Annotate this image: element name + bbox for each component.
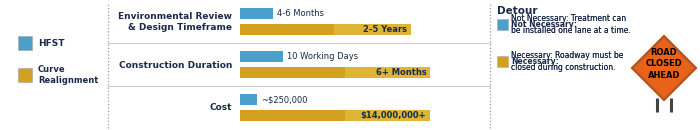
Polygon shape [634,38,694,98]
Text: Necessary: Roadway must be
closed during construction.: Necessary: Roadway must be closed during… [511,51,624,72]
FancyBboxPatch shape [240,94,257,105]
FancyBboxPatch shape [18,36,32,50]
Text: Cost: Cost [209,103,232,112]
Text: Necessary: Roadway must be
closed during construction.: Necessary: Roadway must be closed during… [511,51,624,72]
FancyBboxPatch shape [240,24,412,35]
Text: Not Necessary: Treatment can
be installed one lane at a time.: Not Necessary: Treatment can be installe… [511,14,631,35]
Text: HFST: HFST [38,38,64,47]
Text: Environmental Review
& Design Timeframe: Environmental Review & Design Timeframe [118,12,232,32]
FancyBboxPatch shape [497,56,508,67]
Text: Detour: Detour [497,6,538,16]
FancyBboxPatch shape [497,19,508,30]
Text: Construction Duration: Construction Duration [118,60,232,70]
Text: 4-6 Months: 4-6 Months [277,9,324,18]
Text: 2-5 Years: 2-5 Years [363,25,407,34]
FancyBboxPatch shape [240,110,430,121]
FancyBboxPatch shape [334,24,412,35]
Text: Not Necessary: Treatment can
be installed one lane at a time.: Not Necessary: Treatment can be installe… [511,14,631,35]
FancyBboxPatch shape [344,110,430,121]
FancyBboxPatch shape [240,8,273,19]
Polygon shape [632,36,696,100]
Text: 10 Working Days: 10 Working Days [287,52,358,61]
FancyBboxPatch shape [344,67,430,78]
Text: $14,000,000+: $14,000,000+ [360,111,426,120]
Text: Curve
Realignment: Curve Realignment [38,65,99,85]
FancyBboxPatch shape [240,51,283,62]
Text: Not Necessary:: Not Necessary: [511,20,577,29]
Text: ~$250,000: ~$250,000 [260,95,307,104]
FancyBboxPatch shape [18,68,32,82]
Text: ROAD
CLOSED
AHEAD: ROAD CLOSED AHEAD [645,48,682,80]
Text: Necessary:: Necessary: [511,57,559,66]
Text: 6+ Months: 6+ Months [376,68,426,77]
FancyBboxPatch shape [240,67,430,78]
